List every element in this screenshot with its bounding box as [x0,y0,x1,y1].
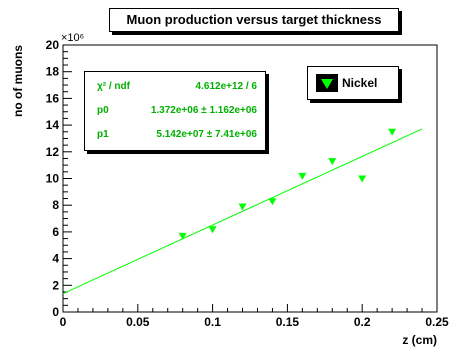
y-tick-label: 4 [52,252,59,266]
y-tick-label: 14 [46,118,60,132]
data-point [358,175,367,183]
x-tick-label: 0.05 [126,315,150,329]
chi2-label: χ² / ndf [97,81,130,92]
legend-label: Nickel [342,76,378,90]
legend-marker [316,74,338,92]
stats-row-chi2: χ² / ndf 4.612e+12 / 6 [97,81,257,95]
y-axis-multiplier: ×10⁶ [61,32,84,44]
y-tick-label: 6 [52,225,59,239]
x-tick-label: 0 [60,315,67,329]
stats-row-p1: p1 5.142e+07 ± 7.41e+06 [97,129,257,143]
chart-title-box: Muon production versus target thickness [109,8,399,32]
data-point [298,172,307,180]
chi2-value: 4.612e+12 / 6 [195,81,257,92]
y-tick-label: 8 [52,198,59,212]
x-tick-label: 0.25 [425,315,449,329]
data-point [178,232,187,240]
legend: Nickel [307,66,399,100]
y-tick-label: 10 [46,172,60,186]
data-point [268,198,277,206]
data-point [238,203,247,211]
fit-stats-box: χ² / ndf 4.612e+12 / 6 p0 1.372e+06 ± 1.… [84,71,266,151]
x-tick-label: 0.2 [354,315,371,329]
p0-value: 1.372e+06 ± 1.162e+06 [150,105,257,116]
y-tick-label: 0 [52,305,59,319]
data-point [208,226,217,234]
x-tick-label: 0.15 [276,315,300,329]
y-tick-label: 16 [46,91,60,105]
y-tick-label: 20 [46,38,60,52]
y-axis-label: no of muons [11,45,25,117]
legend-triangle-icon [321,79,333,89]
p0-label: p0 [97,105,109,116]
p1-label: p1 [97,129,109,140]
x-axis-label: z (cm) [402,333,437,347]
data-point [328,158,337,166]
x-tick-label: 0.1 [204,315,221,329]
y-tick-label: 18 [46,65,60,79]
chart-title: Muon production versus target thickness [126,12,382,27]
y-tick-label: 2 [52,278,59,292]
stats-row-p0: p0 1.372e+06 ± 1.162e+06 [97,105,257,119]
data-point [388,128,397,136]
p1-value: 5.142e+07 ± 7.41e+06 [156,129,257,140]
y-tick-label: 12 [46,145,60,159]
fit-line [62,128,423,295]
